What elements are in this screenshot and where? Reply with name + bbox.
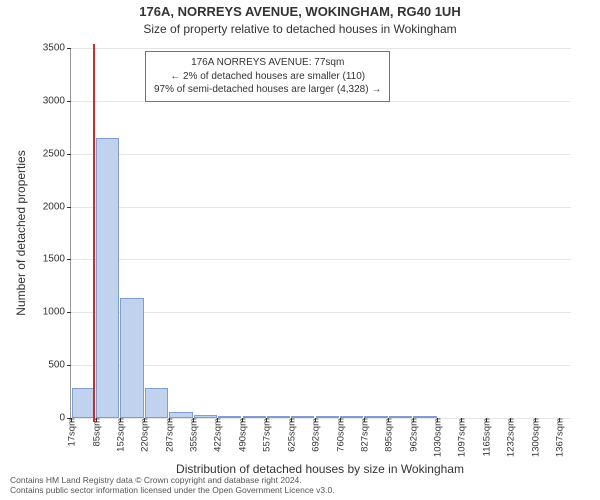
gridline xyxy=(71,259,571,260)
annotation-line-2: ← 2% of detached houses are smaller (110… xyxy=(154,70,381,84)
y-tick-label: 2500 xyxy=(43,148,65,159)
y-tick-mark xyxy=(67,154,71,155)
chart-container: 176A, NORREYS AVENUE, WOKINGHAM, RG40 1U… xyxy=(0,0,600,500)
y-tick-mark xyxy=(67,101,71,102)
footer-line-2: Contains public sector information licen… xyxy=(10,486,335,496)
gridline xyxy=(71,312,571,313)
y-tick-label: 1500 xyxy=(43,254,65,265)
x-tick-label: 962sqm xyxy=(406,418,419,452)
x-tick-label: 1367sqm xyxy=(553,418,566,457)
histogram-bar xyxy=(72,388,95,418)
histogram-bar xyxy=(145,388,168,418)
chart-subtitle: Size of property relative to detached ho… xyxy=(0,22,600,36)
annotation-line-3: 97% of semi-detached houses are larger (… xyxy=(154,83,381,97)
x-tick-label: 17sqm xyxy=(65,418,78,447)
x-tick-label: 1165sqm xyxy=(480,418,493,456)
x-axis-label: Distribution of detached houses by size … xyxy=(70,462,570,476)
plot-area: 050010001500200025003000350017sqm85sqm15… xyxy=(70,48,571,419)
y-tick-label: 3500 xyxy=(43,43,65,54)
x-tick-label: 827sqm xyxy=(357,418,370,452)
y-tick-label: 500 xyxy=(48,360,65,371)
x-tick-label: 692sqm xyxy=(309,418,322,452)
x-tick-label: 557sqm xyxy=(260,418,273,452)
footer-note: Contains HM Land Registry data © Crown c… xyxy=(10,476,335,496)
gridline xyxy=(71,48,571,49)
histogram-bar xyxy=(120,298,143,419)
x-tick-label: 895sqm xyxy=(382,418,395,452)
y-tick-label: 1000 xyxy=(43,307,65,318)
annotation-box: 176A NORREYS AVENUE: 77sqm ← 2% of detac… xyxy=(145,51,390,102)
x-tick-label: 220sqm xyxy=(138,418,151,452)
y-tick-mark xyxy=(67,259,71,260)
x-tick-label: 490sqm xyxy=(236,418,249,452)
y-axis-label: Number of detached properties xyxy=(14,48,28,418)
y-tick-label: 2000 xyxy=(43,201,65,212)
x-tick-label: 760sqm xyxy=(333,418,346,452)
x-tick-label: 1030sqm xyxy=(431,418,444,457)
gridline xyxy=(71,154,571,155)
x-tick-label: 287sqm xyxy=(162,418,175,452)
x-tick-label: 355sqm xyxy=(187,418,200,452)
histogram-bar xyxy=(96,138,119,418)
annotation-line-1: 176A NORREYS AVENUE: 77sqm xyxy=(154,56,381,70)
gridline xyxy=(71,365,571,366)
reference-line xyxy=(93,44,95,422)
x-tick-label: 422sqm xyxy=(211,418,224,452)
gridline xyxy=(71,207,571,208)
x-tick-label: 85sqm xyxy=(89,418,102,447)
x-tick-label: 1300sqm xyxy=(528,418,541,457)
y-tick-mark xyxy=(67,312,71,313)
x-tick-label: 152sqm xyxy=(113,418,126,452)
x-tick-label: 1232sqm xyxy=(504,418,517,457)
x-tick-label: 625sqm xyxy=(284,418,297,452)
y-tick-label: 3000 xyxy=(43,95,65,106)
y-tick-mark xyxy=(67,365,71,366)
x-tick-label: 1097sqm xyxy=(455,418,468,457)
chart-title: 176A, NORREYS AVENUE, WOKINGHAM, RG40 1U… xyxy=(0,4,600,19)
y-tick-mark xyxy=(67,48,71,49)
y-tick-mark xyxy=(67,207,71,208)
